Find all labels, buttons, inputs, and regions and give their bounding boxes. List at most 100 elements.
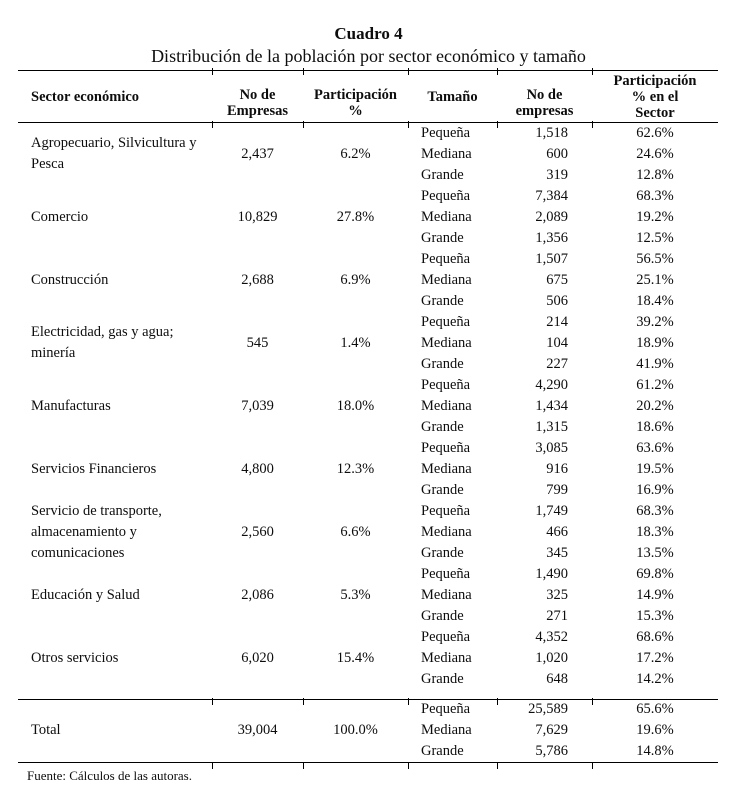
total-empresas: 39,004 xyxy=(237,722,278,738)
table-row: Otros servicios 6,020 15.4% Pequeña 4,35… xyxy=(18,627,718,666)
table-row: Mediana 1,020 17.2% xyxy=(18,648,718,669)
size-participacion: 13.5% xyxy=(636,544,674,561)
size-label: Mediana xyxy=(421,271,472,288)
size-participacion: 15.3% xyxy=(636,607,674,624)
table-row: Grande 345 13.5% xyxy=(18,543,718,564)
header-line: No de xyxy=(239,87,276,103)
size-label: Pequeña xyxy=(421,376,471,393)
sector-name: Construcción xyxy=(31,271,109,288)
size-participacion: 19.5% xyxy=(636,460,674,477)
sector-name: Electricidad, gas y agua; minería xyxy=(31,324,174,361)
size-participacion: 14.2% xyxy=(636,670,674,687)
size-participacion: 19.2% xyxy=(636,208,674,225)
table-row: Grande 506 18.4% xyxy=(18,291,718,312)
sector-participacion: 27.8% xyxy=(336,208,375,225)
size-participacion: 18.3% xyxy=(636,523,674,540)
size-label: Grande xyxy=(421,355,464,372)
size-empresas: 675 xyxy=(546,271,568,288)
table-row: Educación y Salud 2,086 5.3% Pequeña 1,4… xyxy=(18,564,718,603)
size-participacion: 56.5% xyxy=(636,250,674,267)
size-participacion: 16.9% xyxy=(636,481,674,498)
table-row: Mediana 2,089 19.2% xyxy=(18,207,718,228)
sector-name: Comercio xyxy=(31,208,89,225)
size-empresas: 506 xyxy=(546,292,568,309)
size-participacion: 19.6% xyxy=(636,722,674,738)
table-row: Comercio 10,829 27.8% Pequeña 7,384 68.3… xyxy=(18,186,718,225)
size-empresas: 7,384 xyxy=(535,187,568,204)
size-label: Grande xyxy=(421,166,464,183)
size-participacion: 68.3% xyxy=(636,187,674,204)
header-line: Participación xyxy=(314,87,397,103)
size-empresas: 1,518 xyxy=(535,124,568,141)
size-empresas: 4,352 xyxy=(535,628,568,645)
size-label: Pequeña xyxy=(421,439,471,456)
size-label: Pequeña xyxy=(421,701,471,718)
sector-participacion: 1.4% xyxy=(340,334,371,351)
table-row: Grande 271 15.3% xyxy=(18,606,718,627)
header-tamano: Tamaño xyxy=(408,70,497,123)
size-label: Mediana xyxy=(421,586,472,603)
size-empresas: 271 xyxy=(546,607,568,624)
size-empresas: 5,786 xyxy=(535,742,568,759)
size-empresas: 319 xyxy=(546,166,568,183)
header-line: Sector xyxy=(635,104,675,121)
size-empresas: 345 xyxy=(546,544,568,561)
total-row: Total 39,004 100.0% Pequeña 25,589 65.6% xyxy=(18,699,718,738)
size-empresas: 1,749 xyxy=(535,502,568,519)
sector-empresas: 2,086 xyxy=(241,586,274,603)
size-participacion: 69.8% xyxy=(636,565,674,582)
header-line: No de xyxy=(526,87,563,103)
total-label: Total xyxy=(31,722,61,738)
table-row: Grande 1,315 18.6% xyxy=(18,417,718,438)
size-empresas: 1,020 xyxy=(535,649,568,666)
table-row: Mediana 466 18.3% xyxy=(18,522,718,543)
size-label: Grande xyxy=(421,229,464,246)
size-label: Mediana xyxy=(421,145,472,162)
header-line: % en el xyxy=(631,88,679,105)
size-empresas: 2,089 xyxy=(535,208,568,225)
size-label: Mediana xyxy=(421,334,472,351)
column-tick-marks xyxy=(18,121,718,128)
size-participacion: 20.2% xyxy=(636,397,674,414)
size-empresas: 466 xyxy=(546,523,568,540)
table-row: Mediana 325 14.9% xyxy=(18,585,718,606)
data-table: Sector económico No de Empresas Particip… xyxy=(18,70,718,763)
sector-empresas: 2,560 xyxy=(241,523,274,540)
size-participacion: 14.9% xyxy=(636,586,674,603)
header-line: Participación xyxy=(613,72,697,89)
size-participacion: 68.3% xyxy=(636,502,674,519)
table-row: Mediana 675 25.1% xyxy=(18,270,718,291)
size-empresas: 1,315 xyxy=(535,418,568,435)
table-number-title: Cuadro 4 xyxy=(334,24,403,43)
header-sector-economico: Sector económico xyxy=(18,70,212,123)
table-row: Grande 1,356 12.5% xyxy=(18,228,718,249)
size-label: Grande xyxy=(421,418,464,435)
size-label: Pequeña xyxy=(421,250,471,267)
table-row: Mediana 104 18.9% xyxy=(18,333,718,354)
size-label: Pequeña xyxy=(421,187,471,204)
sector-participacion: 5.3% xyxy=(340,586,371,603)
table-row: Agropecuario, Silvicultura y Pesca 2,437… xyxy=(18,123,718,173)
sector-name: Manufacturas xyxy=(31,397,111,414)
size-participacion: 63.6% xyxy=(636,439,674,456)
size-empresas: 3,085 xyxy=(535,439,568,456)
column-tick-marks xyxy=(18,762,718,769)
size-empresas: 916 xyxy=(546,460,568,477)
header-participacion: Participación % xyxy=(303,70,408,123)
table-row: Mediana 916 19.5% xyxy=(18,459,718,480)
header-no-de-empresas: No de Empresas xyxy=(212,70,303,123)
table-row: Mediana 600 24.6% xyxy=(18,144,718,165)
sector-name: Servicios Financieros xyxy=(31,460,157,477)
column-tick-marks xyxy=(18,68,718,75)
size-participacion: 25.1% xyxy=(636,271,674,288)
header-no-de-empresas-tamano: No de empresas xyxy=(497,70,592,123)
size-participacion: 65.6% xyxy=(636,701,674,718)
header-line: % xyxy=(348,103,363,119)
size-empresas: 4,290 xyxy=(535,376,568,393)
size-empresas: 799 xyxy=(546,481,568,498)
size-empresas: 600 xyxy=(546,145,568,162)
table-row: Grande 799 16.9% xyxy=(18,480,718,501)
source-note: Fuente: Cálculos de las autoras. xyxy=(27,768,192,783)
table-header-row: Sector económico No de Empresas Particip… xyxy=(18,70,718,123)
